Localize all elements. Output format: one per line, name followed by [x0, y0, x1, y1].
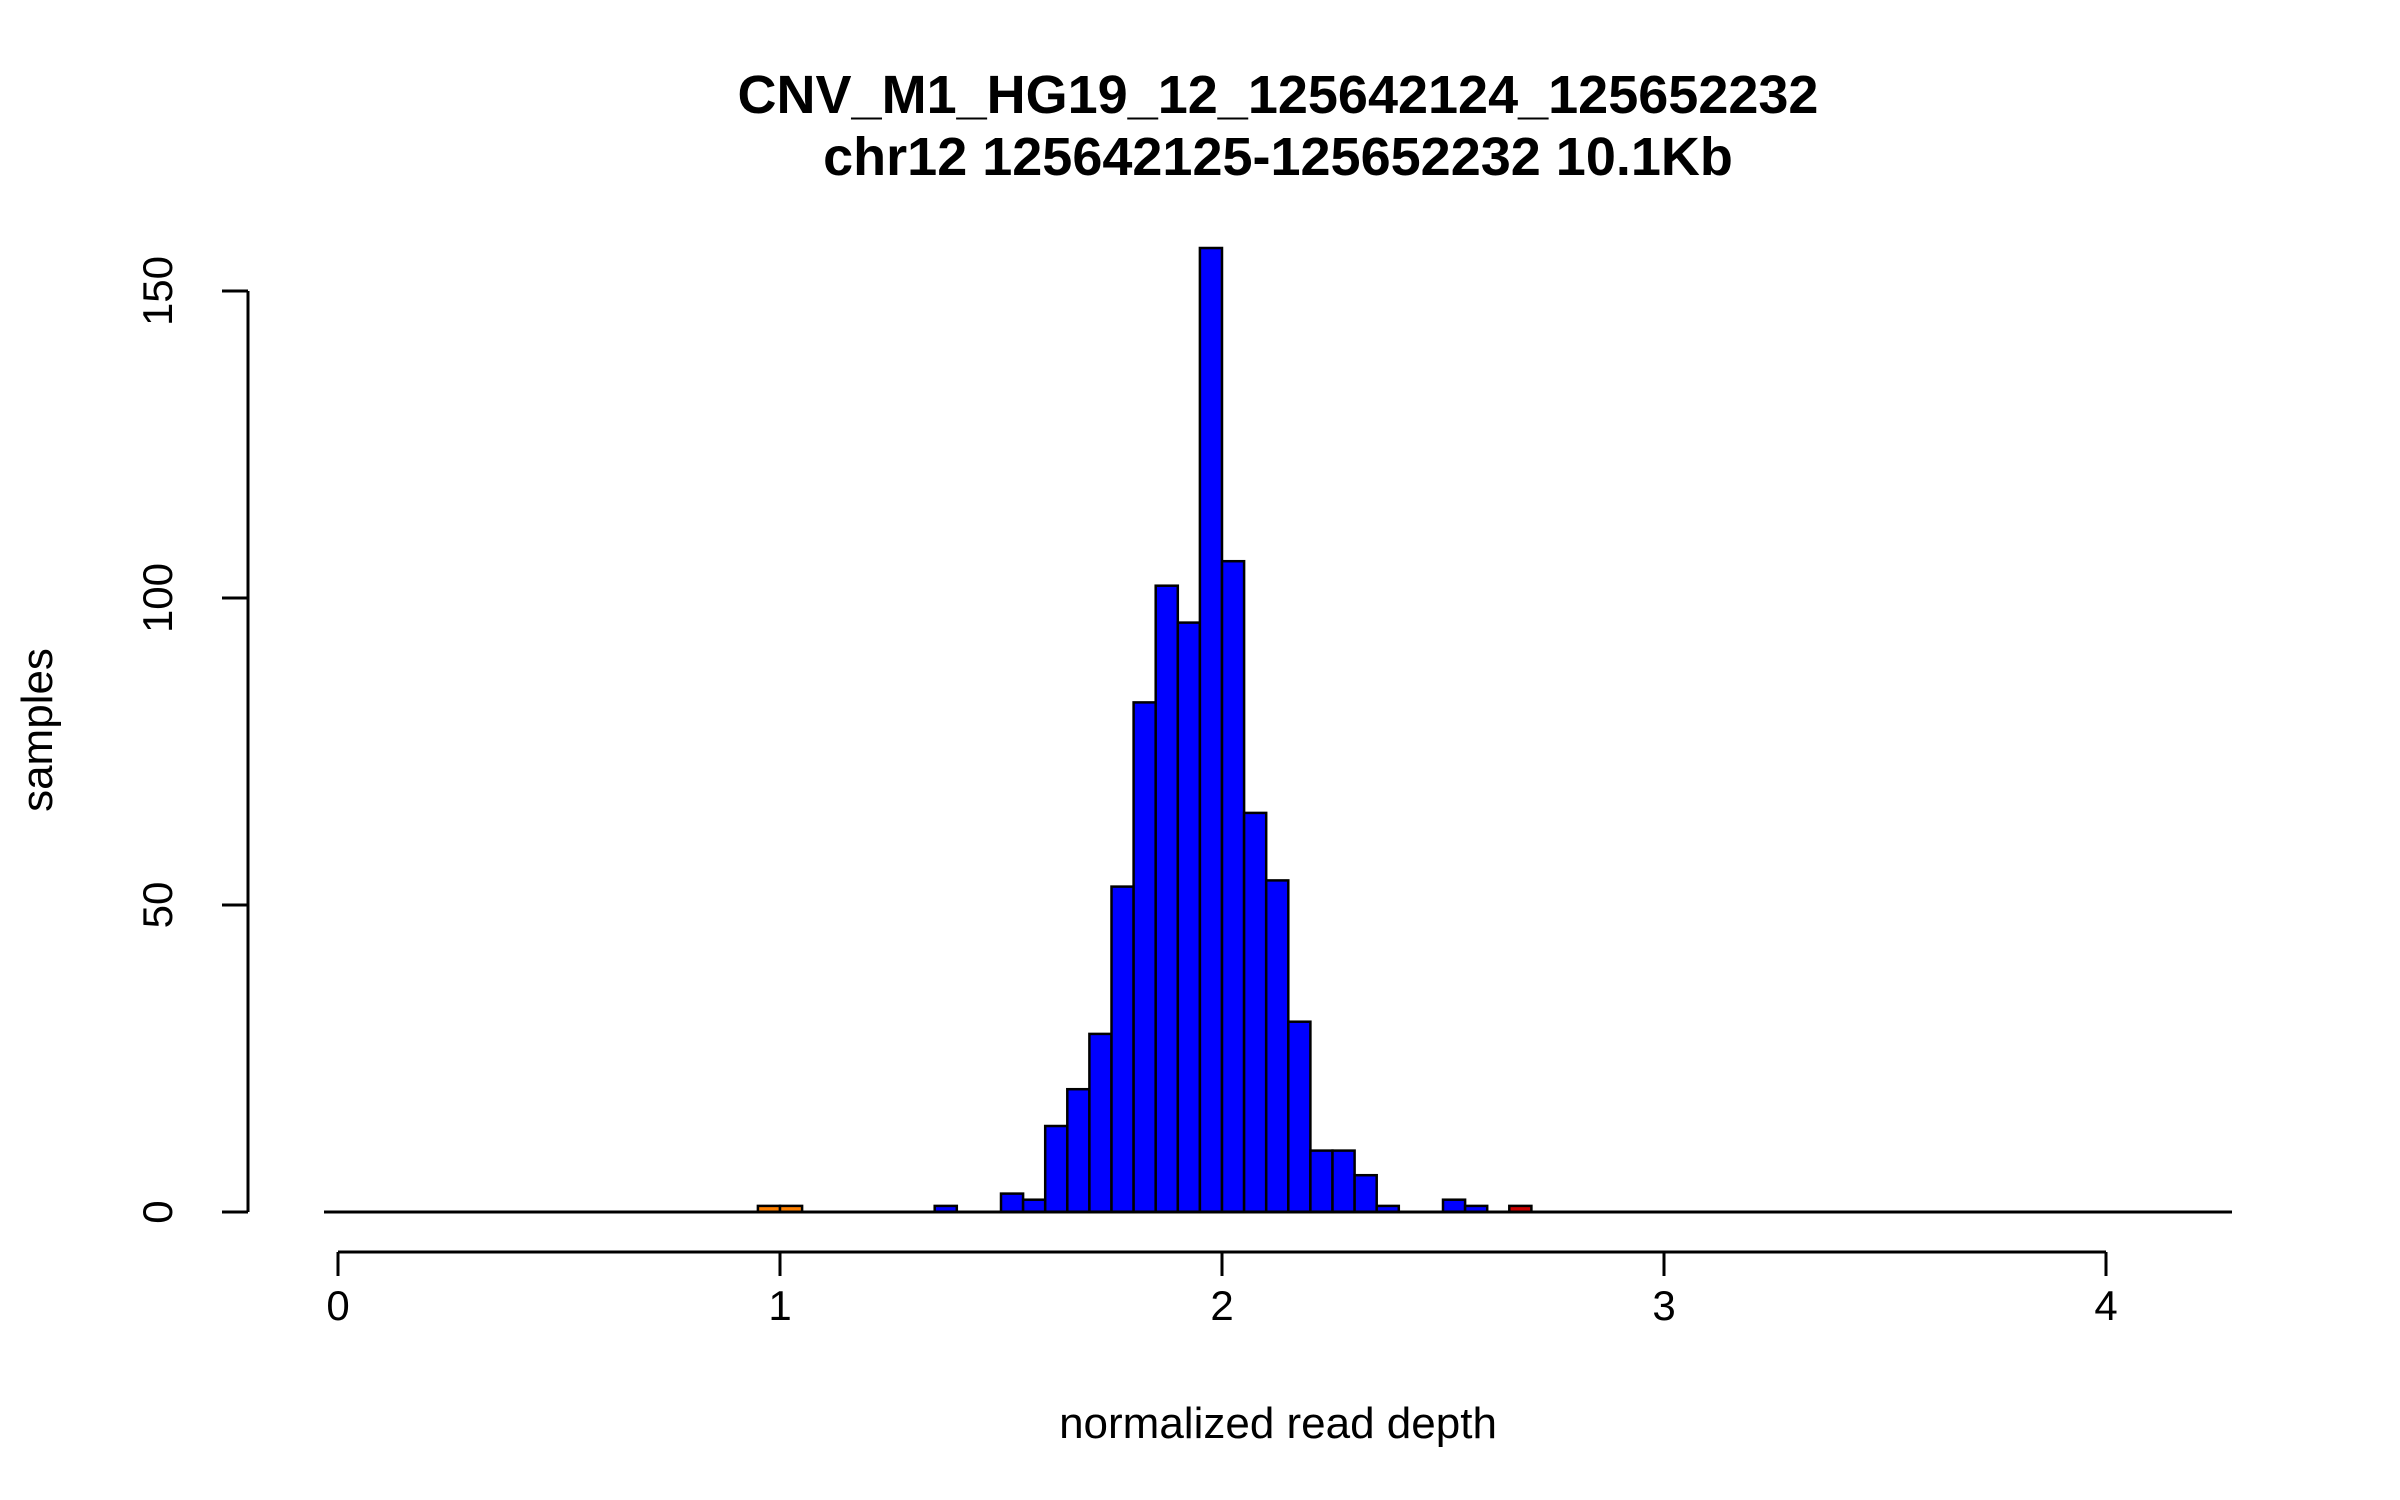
histogram-bar-15 — [1242, 811, 1268, 1214]
histogram-bar-11 — [1154, 584, 1180, 1214]
y-tick-label: 0 — [134, 1200, 181, 1223]
x-axis: 0 1 2 3 4 — [326, 1250, 2118, 1329]
histogram-bar-12 — [1176, 621, 1202, 1214]
x-tick-label: 1 — [768, 1282, 791, 1329]
histogram-bar-6 — [1043, 1124, 1069, 1214]
x-tick-label: 3 — [1652, 1282, 1675, 1329]
histogram-bar-8 — [1088, 1032, 1113, 1214]
histogram-bar-20 — [1353, 1173, 1378, 1214]
histogram-bar-14 — [1220, 559, 1246, 1214]
x-tick-label: 2 — [1210, 1282, 1233, 1329]
histogram-bar-16 — [1264, 879, 1290, 1214]
y-tick-label: 100 — [134, 563, 181, 633]
y-tick-label: 150 — [134, 256, 181, 326]
histogram-bar-10 — [1132, 701, 1157, 1214]
chart-subtitle: chr12 125642125-125652232 10.1Kb — [823, 127, 1733, 187]
histogram-bar-19 — [1331, 1149, 1356, 1214]
y-tick-label: 50 — [134, 882, 181, 929]
chart-title: CNV_M1_HG19_12_125642124_125652232 — [738, 65, 1819, 125]
histogram-bar-17 — [1287, 1020, 1312, 1214]
histogram-bars — [756, 246, 1533, 1214]
histogram-bar-9 — [1110, 885, 1135, 1214]
x-tick-label: 4 — [2094, 1282, 2117, 1329]
x-axis-label: normalized read depth — [1059, 1399, 1497, 1448]
histogram-bar-7 — [1066, 1087, 1091, 1214]
y-axis: 0 50 100 150 — [134, 256, 250, 1224]
histogram-bar-5 — [1021, 1198, 1047, 1214]
x-tick-label: 0 — [326, 1282, 349, 1329]
histogram-bar-4 — [999, 1192, 1025, 1214]
histogram-bar-13 — [1198, 246, 1224, 1214]
y-axis-label: samples — [13, 648, 62, 812]
histogram-bar-22 — [1441, 1198, 1467, 1214]
histogram-bar-18 — [1309, 1149, 1334, 1214]
